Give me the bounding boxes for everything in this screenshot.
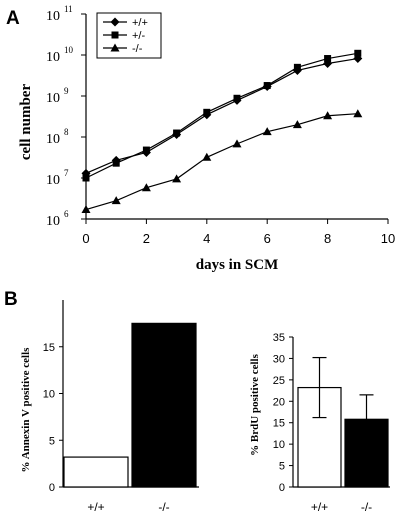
data-point <box>292 120 302 129</box>
data-point <box>112 159 120 167</box>
data-point <box>82 174 90 182</box>
legend-label: +/+ <box>132 17 148 29</box>
data-point <box>202 152 212 161</box>
data-point <box>233 94 241 102</box>
y-tick-label: 30 <box>273 353 285 365</box>
x-tick-label: 8 <box>324 231 331 246</box>
y-tick-label-exponent: 6 <box>64 209 69 219</box>
y-tick-label-exponent: 9 <box>64 86 69 96</box>
panel-a-markers <box>81 49 363 214</box>
x-tick-label: 6 <box>264 231 271 246</box>
panel-a-series-lines <box>85 52 358 211</box>
y-tick-label: 15 <box>43 342 55 354</box>
panel-a-legend: +/++/--/- <box>96 12 162 59</box>
bar <box>63 456 129 488</box>
y-tick-label: 5 <box>279 461 285 473</box>
data-point <box>172 174 182 183</box>
category-label: +/+ <box>87 500 104 514</box>
series-line <box>85 52 358 179</box>
y-tick-label: 5 <box>49 435 55 447</box>
legend-label: +/- <box>132 30 145 42</box>
y-tick-label: 20 <box>273 396 285 408</box>
data-point <box>81 205 91 214</box>
bar <box>344 418 389 488</box>
y-tick-label: 25 <box>273 375 285 387</box>
y-tick-label-exponent: 8 <box>64 127 69 137</box>
data-point <box>263 82 271 90</box>
data-point <box>111 196 121 205</box>
category-label: -/- <box>361 500 372 514</box>
y-tick-label: 10 <box>273 439 285 451</box>
y-tick-label-base: 10 <box>46 173 60 188</box>
panel-a-x-axis-label: days in SCM <box>196 257 279 273</box>
annexin-y-axis-label: % Annexin V positive cells <box>20 347 32 473</box>
x-tick-label: 4 <box>203 231 210 246</box>
y-tick-label-exponent: 11 <box>64 4 73 14</box>
category-label: +/+ <box>311 500 328 514</box>
panel-a-axes: 0 2 4 6 8 10 10 6 10 7 10 8 10 9 10 10 10 11 <box>46 4 395 246</box>
panel-b: B % Annexin V positive cells % BrdU posi… <box>4 289 390 514</box>
y-tick-label-exponent: 7 <box>64 168 69 178</box>
x-tick-label: 0 <box>82 231 89 246</box>
data-point <box>232 139 242 148</box>
y-tick-label-base: 10 <box>46 9 60 24</box>
series-line <box>85 57 358 174</box>
panel-a-label: A <box>6 8 20 29</box>
y-tick-label-base: 10 <box>46 50 60 65</box>
brdu-y-axis-label: % BrdU positive cells <box>249 353 261 455</box>
x-tick-label: 2 <box>143 231 150 246</box>
brdu-chart: 0 5 10 15 20 25 30 35 +/+ -/- <box>273 332 390 514</box>
y-tick-label-exponent: 10 <box>64 45 74 55</box>
data-point <box>173 129 181 137</box>
y-tick-label-base: 10 <box>46 132 60 147</box>
y-tick-label: 15 <box>273 418 285 430</box>
series-line <box>85 113 358 211</box>
data-point <box>353 109 363 118</box>
category-label: -/- <box>158 500 169 514</box>
data-point <box>354 49 362 57</box>
y-tick-label: 0 <box>49 482 55 494</box>
y-tick-label: 35 <box>273 332 285 344</box>
data-point <box>262 127 272 136</box>
legend-label: -/- <box>132 43 143 55</box>
data-point <box>324 55 332 63</box>
panel-a-y-axis-label: cell number <box>18 84 34 161</box>
annexin-chart: 0 5 10 15 +/+ -/- <box>43 300 199 514</box>
data-point <box>141 183 151 192</box>
y-tick-label: 10 <box>43 389 55 401</box>
data-point <box>293 63 301 71</box>
y-tick-label-base: 10 <box>46 214 60 229</box>
x-tick-label: 10 <box>381 231 395 246</box>
data-point <box>142 146 150 154</box>
legend-marker <box>110 17 120 27</box>
legend-marker <box>110 43 120 52</box>
y-tick-label: 0 <box>279 482 285 494</box>
data-point <box>203 108 211 116</box>
bar <box>131 322 197 488</box>
y-tick-label-base: 10 <box>46 91 60 106</box>
legend-marker <box>111 31 119 39</box>
panel-b-label: B <box>4 289 18 310</box>
data-point <box>323 111 333 120</box>
